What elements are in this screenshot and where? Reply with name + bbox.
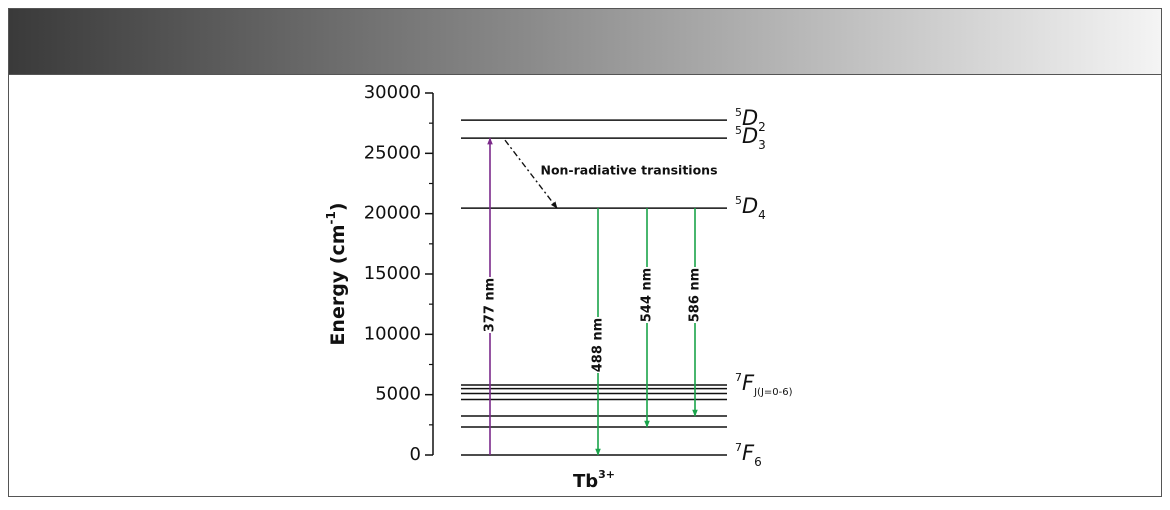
nonradiative-arrow xyxy=(504,139,558,209)
level-label-sup: 7 xyxy=(735,441,742,454)
level-label: 7F6 xyxy=(735,441,762,469)
label-background xyxy=(686,267,704,323)
transition-label: 488 nm xyxy=(591,318,606,372)
frame xyxy=(8,8,1162,497)
level-label-main: D xyxy=(742,124,758,148)
y-tick-label: 30000 xyxy=(364,82,421,103)
nonradiative-label: Non-radiative transitions xyxy=(540,163,717,178)
level-label-main: F xyxy=(742,441,755,465)
y-axis-label-tail: ) xyxy=(327,202,349,211)
transition-label: 586 nm xyxy=(688,268,703,322)
level-label-sub: 3 xyxy=(758,138,766,152)
y-axis-label: Energy (cm-1) xyxy=(324,202,349,345)
transition-label: 377 nm xyxy=(483,278,498,332)
level-label-sub: 6 xyxy=(754,455,762,469)
label-background xyxy=(589,317,607,373)
x-axis-label-sup: 3+ xyxy=(598,468,615,481)
y-tick-label: 5000 xyxy=(375,384,421,405)
y-axis-label-sup: -1 xyxy=(324,211,338,224)
level-label-sup: 5 xyxy=(735,124,742,137)
level-label: 7FJ(J=0-6) xyxy=(735,371,793,398)
level-label: 5D3 xyxy=(735,124,766,152)
level-label-main: D xyxy=(742,194,758,218)
y-axis-label-main: Energy (cm xyxy=(327,224,349,345)
level-label-sub: 2 xyxy=(758,120,766,134)
level-label-sub: 4 xyxy=(758,208,766,222)
header-bar xyxy=(9,9,1161,75)
level-label: 5D4 xyxy=(735,194,766,222)
level-label-main: D xyxy=(742,106,758,130)
x-axis-label: Tb3+ xyxy=(573,468,615,492)
y-tick-label: 0 xyxy=(410,444,421,465)
label-background xyxy=(638,267,656,323)
level-label-sup: 5 xyxy=(735,194,742,207)
level-label: 5D2 xyxy=(735,106,766,133)
transition-label: 544 nm xyxy=(640,268,655,322)
level-label-main: F xyxy=(742,371,755,395)
level-label-sup: 7 xyxy=(735,371,742,384)
y-tick-label: 20000 xyxy=(364,203,421,224)
y-tick-label: 10000 xyxy=(364,323,421,344)
level-label-sub: J(J=0-6) xyxy=(753,387,793,398)
label-background xyxy=(481,277,499,333)
x-axis-label-main: Tb xyxy=(573,471,598,492)
y-tick-label: 25000 xyxy=(364,142,421,163)
y-tick-label: 15000 xyxy=(364,263,421,284)
level-label-sup: 5 xyxy=(735,106,742,119)
